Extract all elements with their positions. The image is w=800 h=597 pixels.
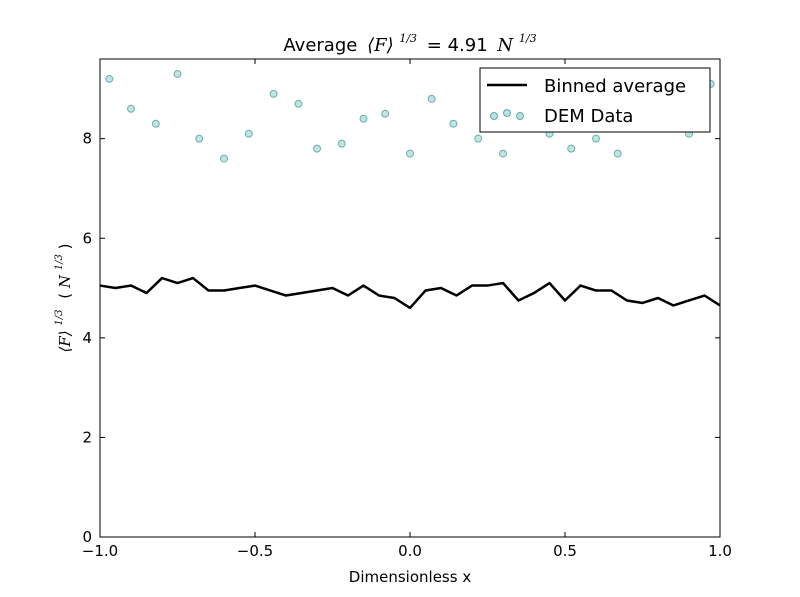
y-axis-label: ⟨F⟩ 1/3 ( N 1/3 ) [48, 243, 74, 352]
chart-title: Average ⟨F⟩ 1/3 = 4.91 N 1/3 [283, 26, 536, 56]
legend-marker-dem-1 [490, 112, 498, 120]
scatter-point [474, 134, 483, 143]
scatter-point [337, 139, 346, 148]
title-symbol: ⟨F⟩ [367, 35, 394, 56]
y-label-open-paren: ( [56, 293, 74, 299]
scatter-point [427, 94, 436, 103]
scatter-layer [105, 69, 715, 163]
scatter-point [269, 89, 278, 98]
scatter-point [127, 104, 135, 113]
axes-frame-outline [99, 58, 721, 538]
legend: Binned average DEM Data [479, 67, 711, 133]
y-label-exponent: 1/3 [54, 310, 65, 326]
legend-label-dem-data: DEM Data [544, 106, 633, 127]
scatter-point [381, 109, 390, 118]
y-label-symbol: ⟨F⟩ [56, 330, 74, 352]
legend-marker-dem-2 [503, 109, 511, 117]
plot-area: −1.0 −0.5 0.0 0.5 1.0 0 2 4 6 8 [82, 58, 732, 560]
y-tick-label: 2 [82, 428, 92, 446]
legend-marker-dem-3 [516, 112, 524, 120]
x-axis-label: Dimensionless x [349, 568, 472, 586]
scatter-point [449, 119, 458, 128]
x-tick-label: −0.5 [237, 542, 273, 560]
y-tick-label: 0 [82, 528, 92, 546]
y-tick-label: 8 [82, 130, 92, 148]
scatter-point [499, 149, 507, 158]
y-label-close-paren: ) [56, 243, 74, 249]
line-layer [99, 276, 721, 310]
x-tick-label: 1.0 [708, 542, 732, 560]
y-tick-label: 4 [82, 329, 92, 347]
title-prefix: Average [283, 35, 357, 56]
scatter-point [406, 149, 414, 158]
scatter-point [195, 134, 204, 143]
x-tick-label: 0.5 [553, 542, 577, 560]
scatter-point [244, 129, 253, 138]
legend-label-binned-average: Binned average [544, 76, 686, 97]
scatter-point [592, 134, 600, 143]
title-exponent: 1/3 [399, 32, 417, 45]
x-tick-label: −1.0 [82, 542, 118, 560]
axes-frame [99, 58, 721, 538]
y-tick-label: 6 [82, 229, 92, 247]
scatter-point [173, 69, 182, 78]
title-equals: = 4.91 [427, 35, 488, 56]
y-label-unit: N [56, 274, 74, 289]
scatter-point [359, 114, 368, 123]
scatter-point [294, 99, 303, 108]
scatter-point [613, 149, 622, 158]
scatter-point [151, 119, 160, 128]
legend-box [479, 67, 711, 133]
scatter-point [567, 144, 576, 153]
scatter-point [220, 154, 228, 163]
y-label-unit-exponent: 1/3 [54, 254, 65, 270]
scatter-point [313, 144, 321, 153]
scatter-point [105, 74, 114, 83]
title-unit: N [496, 35, 514, 56]
x-tick-label: 0.0 [398, 542, 422, 560]
binned-average-line [99, 276, 721, 310]
title-unit-exponent: 1/3 [519, 32, 537, 45]
